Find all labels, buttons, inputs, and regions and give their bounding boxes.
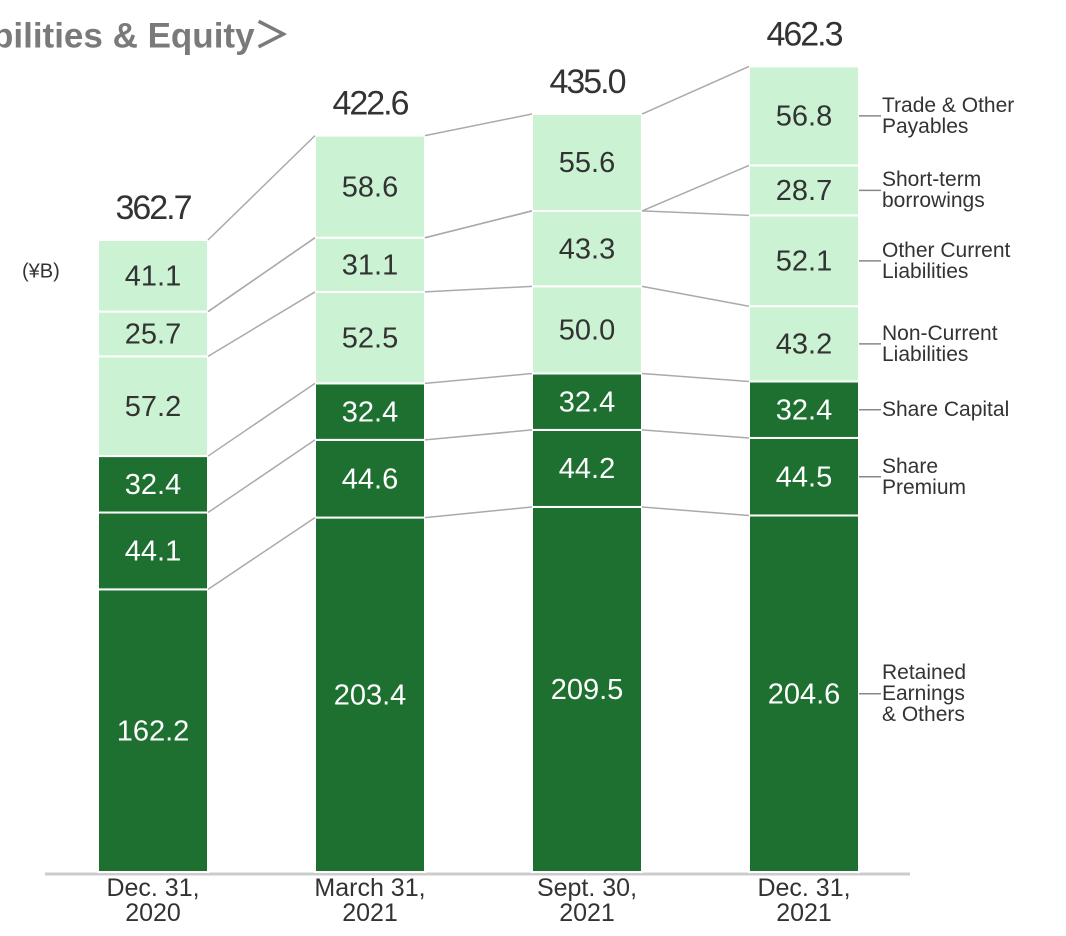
- bar-segment: [531, 113, 643, 212]
- value-label: 43.3: [559, 233, 615, 265]
- connector: [207, 291, 316, 358]
- bar-segment: [531, 372, 643, 431]
- value-label: 32.4: [125, 469, 181, 501]
- connector: [641, 372, 750, 383]
- x-tick-label: March 31, 2021: [314, 874, 426, 927]
- x-tick-label: Dec. 31, 2021: [757, 874, 851, 927]
- legend-label: Share Premium: [882, 454, 967, 499]
- bar-segment: [531, 505, 643, 873]
- connector: [424, 210, 533, 239]
- value-label: 209.5: [551, 674, 624, 706]
- connector: [207, 237, 316, 313]
- value-label: 44.5: [776, 461, 832, 493]
- total-label: 462.3: [766, 15, 842, 53]
- value-label: 44.2: [559, 453, 615, 485]
- connector: [641, 429, 750, 439]
- value-label: 28.7: [776, 175, 832, 207]
- legend-label: Retained Earnings & Others: [882, 661, 967, 727]
- bar-segment: [97, 588, 209, 874]
- bar-segment: [97, 355, 209, 458]
- value-label: 52.1: [776, 245, 832, 277]
- value-label: 41.1: [125, 260, 181, 292]
- bar-segment: [314, 290, 426, 385]
- legend-label: Non-Current Liabilities: [882, 321, 998, 366]
- bar-segment: [314, 438, 426, 519]
- value-label: 32.4: [342, 396, 398, 428]
- value-label: 52.5: [342, 322, 398, 354]
- bar-segment: [748, 514, 860, 873]
- bar-segment: [97, 238, 209, 313]
- value-label: 43.2: [776, 329, 832, 361]
- value-label: 50.0: [559, 315, 615, 347]
- bar-segment: [97, 511, 209, 591]
- connector: [424, 429, 533, 441]
- value-label: 44.1: [125, 536, 181, 568]
- connector: [207, 382, 316, 457]
- value-label: 31.1: [342, 249, 398, 281]
- connector: [641, 65, 750, 115]
- connector: [641, 506, 750, 517]
- bar-segment: [748, 214, 860, 308]
- connector: [207, 439, 316, 514]
- bar-segment: [531, 285, 643, 375]
- legend-label: Short-term borrowings: [882, 168, 985, 213]
- value-label: 204.6: [768, 678, 841, 710]
- connector: [207, 135, 316, 241]
- value-label: 57.2: [125, 391, 181, 423]
- total-label: 362.7: [115, 189, 191, 227]
- chart-title: bilities & Equity＞: [0, 16, 290, 55]
- unit-label: (¥B): [22, 260, 60, 282]
- connector: [641, 285, 750, 307]
- connector: [207, 516, 316, 590]
- connector: [424, 506, 533, 519]
- bar-segment: [314, 134, 426, 239]
- connector: [641, 210, 750, 217]
- value-label: 44.6: [342, 463, 398, 495]
- connector: [424, 285, 533, 293]
- connector: [641, 164, 750, 212]
- legend-label: Trade & Other Payables: [882, 93, 1015, 138]
- value-label: 58.6: [342, 171, 398, 203]
- bar-segment: [748, 436, 860, 517]
- bar-segment: [748, 65, 860, 167]
- value-label: 203.4: [334, 679, 407, 711]
- value-label: 55.6: [559, 147, 615, 179]
- value-label: 162.2: [117, 715, 190, 747]
- legend-label: Share Capital: [882, 398, 1010, 422]
- total-label: 422.6: [332, 85, 408, 123]
- value-label: 56.8: [776, 101, 832, 133]
- total-label: 435.0: [549, 63, 625, 101]
- bar-segment: [748, 305, 860, 383]
- connector: [424, 113, 533, 137]
- x-tick-label: Sept. 30, 2021: [536, 874, 638, 927]
- bar-segment: [748, 164, 860, 217]
- legend-label: Other Current Liabilities: [882, 238, 1011, 283]
- value-label: 32.4: [559, 386, 615, 418]
- value-label: 25.7: [125, 319, 181, 351]
- bar-segment: [314, 236, 426, 293]
- value-label: 32.4: [776, 394, 832, 426]
- bar-segment: [314, 516, 426, 873]
- bar-segment: [531, 209, 643, 288]
- connector: [424, 372, 533, 385]
- x-tick-label: Dec. 31, 2020: [106, 874, 200, 927]
